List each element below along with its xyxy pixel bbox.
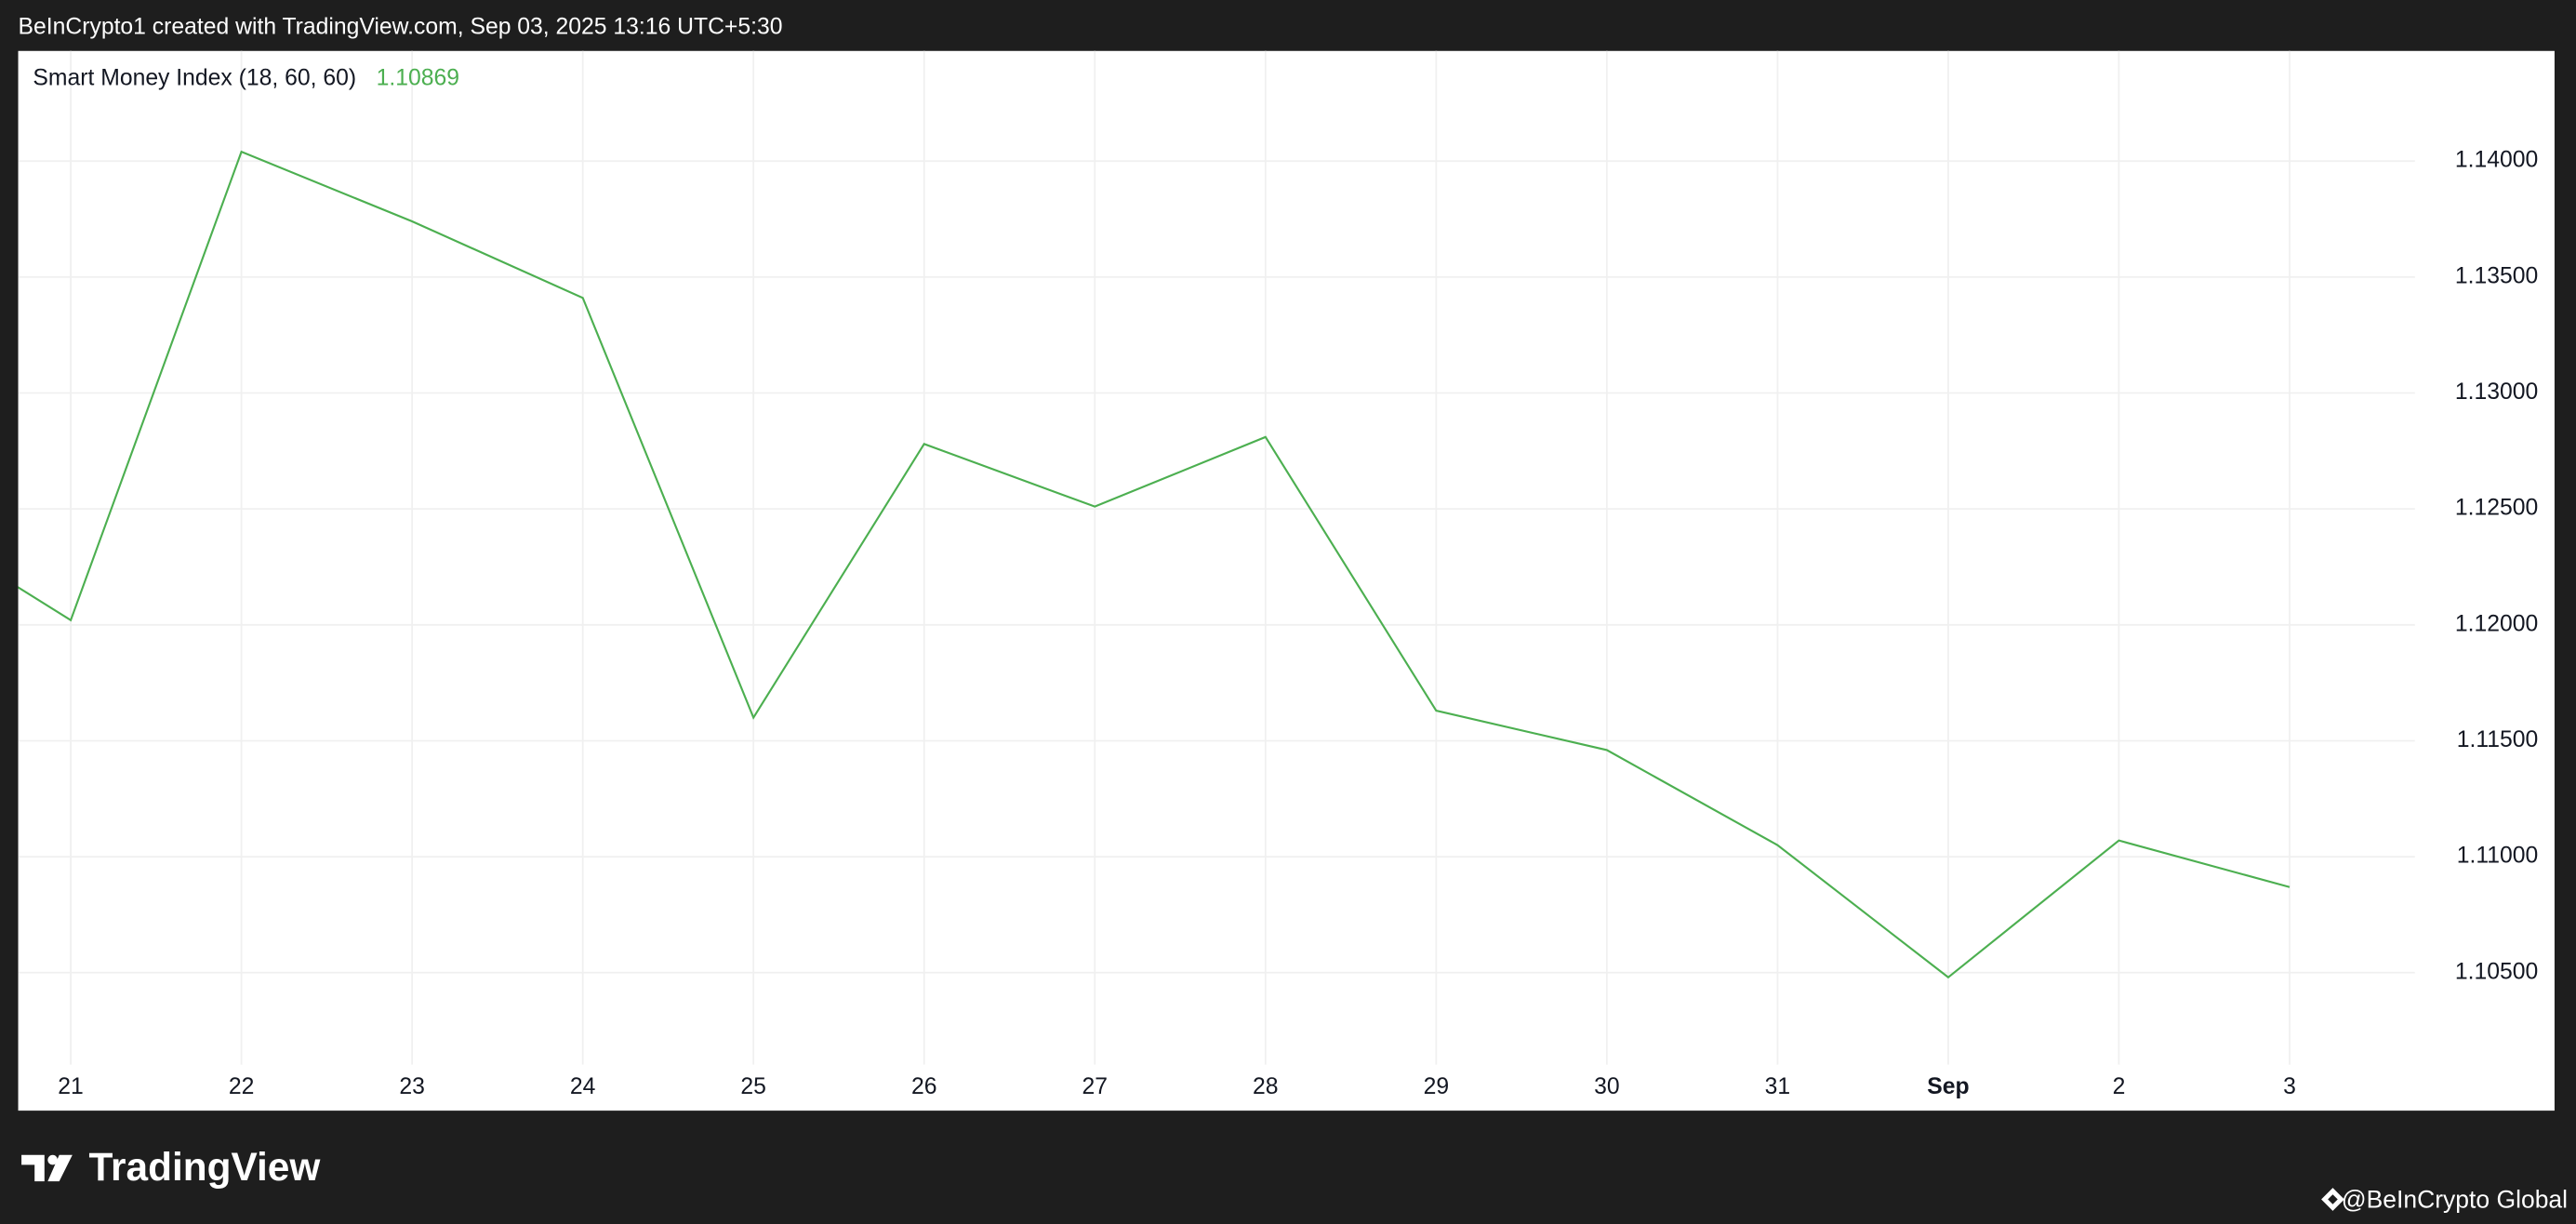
y-tick-label: 1.13000 (2455, 379, 2538, 405)
x-tick-label: 29 (1424, 1074, 1449, 1099)
x-tick-label: 3 (2283, 1074, 2296, 1099)
credit-icon (2321, 1188, 2344, 1211)
tv-logo-icon (21, 1154, 73, 1182)
x-tick-label: 26 (911, 1074, 936, 1099)
y-tick-label: 1.13500 (2455, 263, 2538, 288)
credit: @BeInCrypto Global (2342, 1185, 2568, 1213)
plot: 1.10500 1.11000 1.11500 1.12000 1.12500 1.130… (18, 50, 2539, 1099)
y-tick-label: 1.12000 (2455, 611, 2538, 636)
x-tick-label: 24 (570, 1074, 596, 1099)
x-tick-label: Sep (1927, 1074, 1969, 1099)
indicator-name: Smart Money Index (18, 60, 60) (33, 65, 356, 90)
header: BeInCrypto1 created with TradingView.com… (19, 15, 783, 40)
y-tick-label: 1.10500 (2455, 959, 2538, 984)
y-tick-label: 1.14000 (2455, 148, 2538, 173)
tv-logo-text: TradingView (88, 1145, 321, 1189)
x-tick-label: 31 (1765, 1074, 1791, 1099)
x-tick-label: 28 (1253, 1074, 1279, 1099)
y-tick-label: 1.12500 (2455, 496, 2538, 521)
x-tick-label: 22 (229, 1074, 255, 1099)
y-tick-label: 1.11500 (2457, 727, 2539, 752)
x-tick-label: 27 (1082, 1074, 1109, 1099)
indicator-value: 1.10869 (377, 65, 459, 90)
series-line (18, 150, 2291, 979)
chart-panel (18, 50, 2555, 1111)
y-tick-label: 1.11000 (2457, 844, 2539, 869)
x-tick-label: 25 (740, 1074, 766, 1099)
x-tick-label: 30 (1594, 1074, 1620, 1099)
x-tick-label: 21 (58, 1074, 84, 1099)
x-tick-label: 23 (399, 1074, 425, 1099)
x-tick-label: 2 (2113, 1074, 2126, 1099)
